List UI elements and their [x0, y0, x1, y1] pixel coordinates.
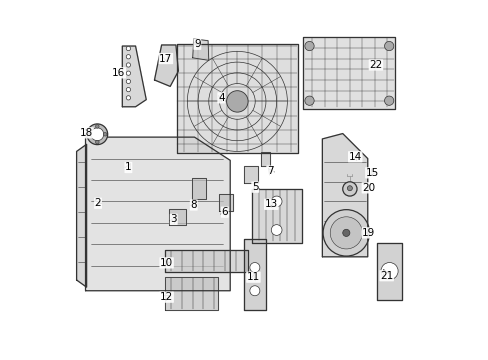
Polygon shape [191, 178, 205, 199]
Polygon shape [244, 239, 265, 310]
Polygon shape [77, 144, 86, 287]
Text: 17: 17 [159, 54, 172, 64]
Text: 12: 12 [160, 292, 173, 302]
Text: 18: 18 [80, 128, 93, 138]
Circle shape [126, 87, 130, 92]
Circle shape [126, 79, 130, 84]
Circle shape [304, 41, 313, 51]
Text: 4: 4 [218, 93, 224, 103]
Text: 19: 19 [362, 228, 375, 238]
Polygon shape [154, 45, 178, 86]
Circle shape [249, 262, 259, 273]
Circle shape [384, 96, 393, 105]
Circle shape [126, 63, 130, 67]
Polygon shape [260, 152, 270, 166]
Circle shape [380, 262, 397, 280]
Polygon shape [192, 39, 208, 60]
Text: 16: 16 [112, 68, 125, 78]
Text: 15: 15 [365, 168, 378, 178]
Circle shape [346, 186, 352, 191]
Text: 10: 10 [160, 258, 173, 268]
Circle shape [384, 41, 393, 51]
Polygon shape [85, 137, 230, 291]
Circle shape [126, 96, 130, 100]
Circle shape [95, 140, 99, 144]
Polygon shape [218, 194, 233, 211]
Circle shape [323, 210, 369, 256]
Polygon shape [251, 189, 301, 243]
Polygon shape [176, 44, 298, 153]
Text: 20: 20 [362, 183, 375, 193]
Text: 7: 7 [266, 166, 273, 176]
Text: 21: 21 [379, 271, 392, 281]
Text: 3: 3 [170, 214, 177, 224]
Polygon shape [244, 166, 258, 183]
Circle shape [226, 91, 247, 112]
Circle shape [271, 196, 282, 207]
Circle shape [126, 71, 130, 75]
Circle shape [342, 182, 356, 196]
Circle shape [87, 132, 91, 136]
Polygon shape [165, 249, 247, 272]
Polygon shape [377, 243, 401, 300]
Ellipse shape [87, 124, 107, 145]
Circle shape [91, 128, 103, 141]
Text: 5: 5 [251, 182, 258, 192]
Text: 14: 14 [348, 152, 361, 162]
Text: 2: 2 [95, 198, 101, 208]
Text: 8: 8 [190, 200, 197, 210]
Polygon shape [165, 277, 217, 310]
Circle shape [103, 132, 107, 136]
Text: 11: 11 [246, 272, 260, 282]
Polygon shape [322, 134, 367, 257]
Circle shape [271, 225, 282, 235]
Circle shape [95, 125, 99, 128]
Text: 9: 9 [194, 39, 200, 49]
Text: 13: 13 [264, 199, 277, 209]
Circle shape [342, 229, 349, 237]
Text: 22: 22 [368, 60, 382, 70]
Text: 1: 1 [125, 162, 131, 172]
Polygon shape [169, 208, 185, 225]
Circle shape [126, 46, 130, 51]
Polygon shape [303, 37, 394, 109]
Polygon shape [122, 46, 146, 107]
Circle shape [249, 286, 259, 296]
Text: 6: 6 [221, 207, 228, 217]
Circle shape [126, 55, 130, 59]
Circle shape [329, 217, 362, 249]
Circle shape [304, 96, 313, 105]
